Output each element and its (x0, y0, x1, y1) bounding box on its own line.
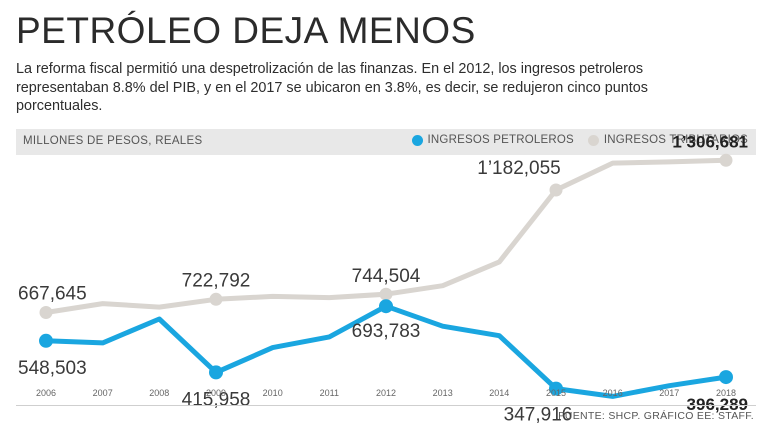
x-tick-2014: 2014 (489, 388, 509, 398)
legend-item-tributarios: INGRESOS TRIBUTARIOS (587, 134, 748, 146)
x-tick-2006: 2006 (36, 388, 56, 398)
x-tick-2009: 2009 (206, 388, 226, 398)
marker-petroleros-2006 (39, 333, 53, 348)
data-label-tributarios-2009: 722,792 (182, 270, 251, 291)
data-label-petroleros-2012: 693,783 (352, 321, 421, 342)
data-label-tributarios-2006: 667,645 (18, 284, 87, 305)
baseline-rule (16, 405, 756, 406)
marker-tributarios-2009 (209, 292, 223, 306)
legend-label-tributarios: INGRESOS TRIBUTARIOS (603, 134, 748, 146)
x-tick-2018: 2018 (716, 388, 736, 398)
x-tick-2015: 2015 (546, 388, 566, 398)
x-tick-2013: 2013 (433, 388, 453, 398)
marker-petroleros-2012 (379, 299, 393, 314)
x-tick-2011: 2011 (320, 388, 339, 398)
data-label-tributarios-2015: 1’182,055 (477, 158, 560, 179)
marker-tributarios-2006 (39, 306, 53, 319)
chart-subtitle: La reforma fiscal permitió una despetrol… (16, 61, 648, 114)
chart-header-band: MILLONES DE PESOS, REALES INGRESOS PETRO… (16, 129, 756, 155)
data-label-petroleros-2006: 548,503 (18, 358, 87, 379)
marker-tributarios-2012 (379, 287, 393, 301)
legend: INGRESOS PETROLEROS INGRESOS TRIBUTARIOS (398, 134, 748, 146)
legend-dot-petroleros (411, 134, 423, 146)
marker-petroleros-2015 (549, 381, 563, 396)
x-tick-2008: 2008 (149, 388, 169, 398)
data-label-tributarios-2018: 1’306,681 (672, 132, 748, 151)
legend-dot-tributarios (587, 134, 599, 146)
data-label-petroleros-2015: 347,916 (504, 405, 573, 426)
source-note: FUENTE: SHCP. GRÁFICO EE: STAFF. (558, 410, 754, 422)
marker-petroleros-2018 (719, 370, 733, 385)
x-tick-2017: 2017 (659, 388, 679, 398)
marker-tributarios-2015 (549, 183, 563, 197)
marker-tributarios-2018 (719, 153, 733, 167)
x-tick-2016: 2016 (603, 388, 623, 398)
legend-label-petroleros: INGRESOS PETROLEROS (427, 134, 574, 146)
series-line-petroleros (43, 303, 729, 399)
marker-petroleros-2009 (209, 365, 223, 380)
data-label-petroleros-2018: 396,289 (687, 395, 748, 414)
legend-item-petroleros: INGRESOS PETROLEROS (411, 134, 574, 146)
data-label-tributarios-2012: 744,504 (352, 266, 421, 287)
units-label: MILLONES DE PESOS, REALES (23, 135, 203, 147)
page-title: PETRÓLEO DEJA MENOS (16, 10, 476, 51)
x-tick-2010: 2010 (263, 388, 283, 398)
x-tick-2007: 2007 (93, 388, 113, 398)
x-tick-2012: 2012 (376, 388, 396, 398)
